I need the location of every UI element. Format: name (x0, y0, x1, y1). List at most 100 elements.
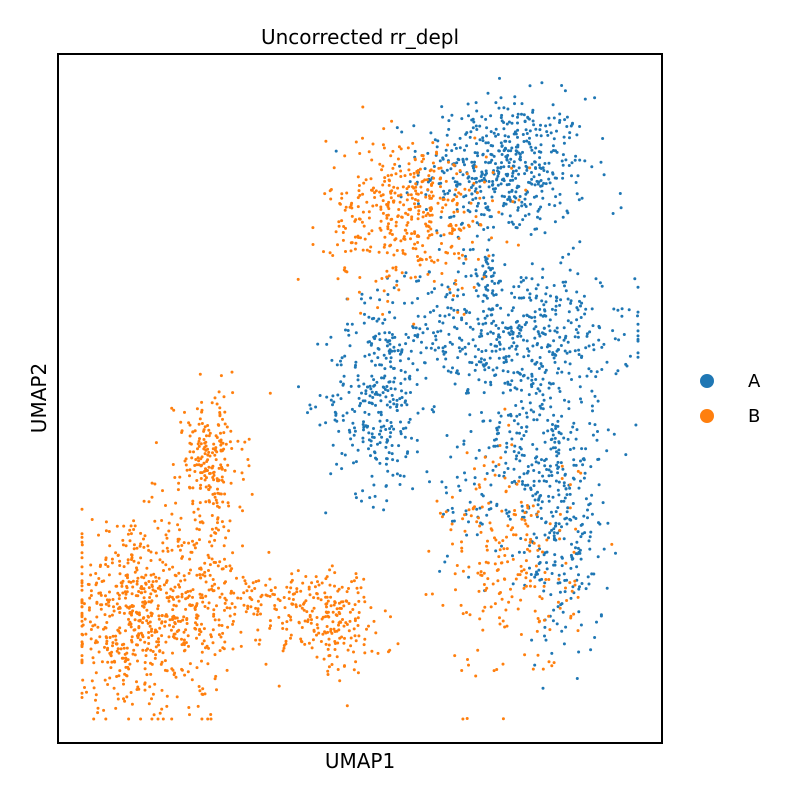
point-b (143, 688, 147, 692)
point-b (389, 154, 393, 158)
point-a (520, 437, 524, 441)
point-a (404, 455, 408, 459)
point-a (488, 356, 492, 360)
point-b (550, 664, 554, 668)
point-a (532, 479, 536, 483)
point-a (516, 206, 520, 210)
point-a (447, 127, 451, 131)
point-a (580, 532, 584, 536)
point-a (481, 264, 485, 268)
point-a (529, 486, 533, 490)
point-a (526, 465, 530, 468)
point-a (507, 510, 511, 514)
point-a (464, 352, 468, 356)
point-b (231, 622, 235, 626)
point-b (89, 563, 93, 567)
point-a (385, 385, 389, 388)
point-a (517, 166, 521, 170)
point-b (143, 602, 147, 606)
point-a (560, 159, 564, 163)
point-a (552, 137, 556, 141)
point-a (462, 439, 466, 443)
point-b (185, 622, 189, 625)
point-b (156, 604, 160, 608)
point-a (519, 328, 523, 332)
point-a (481, 139, 485, 143)
point-b (524, 576, 528, 580)
point-a (475, 507, 479, 511)
point-a (592, 348, 596, 352)
point-b (126, 561, 130, 565)
scatter-points (80, 76, 640, 721)
point-a (544, 638, 548, 642)
point-b (424, 222, 428, 226)
point-b (174, 604, 178, 608)
point-a (443, 560, 447, 564)
point-a (421, 407, 425, 411)
point-b (525, 533, 529, 537)
point-a (476, 317, 480, 321)
point-b (102, 708, 106, 712)
point-b (297, 620, 301, 624)
point-a (361, 440, 365, 444)
point-a (479, 332, 483, 336)
point-a (517, 285, 521, 288)
point-b (205, 434, 208, 438)
point-a (367, 447, 370, 451)
point-b (438, 511, 442, 515)
point-a (476, 294, 480, 298)
point-b (150, 697, 153, 701)
point-a (446, 306, 450, 310)
point-a (356, 378, 360, 382)
point-a (504, 155, 508, 159)
point-b (213, 538, 217, 542)
point-a (438, 314, 442, 318)
point-a (554, 479, 558, 483)
point-b (484, 588, 487, 592)
point-a (452, 316, 455, 320)
point-a (495, 338, 499, 341)
point-b (228, 519, 232, 523)
point-a (552, 534, 556, 538)
point-b (137, 619, 141, 623)
point-a (566, 297, 570, 301)
point-b (310, 581, 314, 585)
point-a (593, 636, 597, 639)
point-a (416, 314, 420, 318)
point-b (475, 191, 479, 195)
point-b (184, 463, 188, 467)
point-b (383, 179, 387, 183)
point-b (383, 609, 387, 613)
point-a (560, 84, 564, 87)
point-a (570, 542, 573, 546)
point-a (620, 307, 624, 311)
point-a (464, 509, 468, 513)
point-a (542, 479, 546, 483)
point-a (554, 510, 558, 514)
point-b (149, 573, 153, 577)
point-b (80, 632, 84, 636)
point-a (462, 442, 466, 446)
point-a (495, 502, 499, 506)
point-a (590, 165, 594, 169)
point-a (396, 459, 399, 463)
point-b (394, 268, 398, 272)
point-b (216, 564, 220, 568)
point-b (357, 184, 361, 187)
point-a (492, 444, 496, 448)
point-a (543, 625, 547, 629)
point-a (597, 325, 601, 329)
point-b (111, 634, 115, 638)
point-b (239, 596, 243, 600)
point-b (223, 601, 227, 605)
point-a (485, 126, 489, 130)
point-b (198, 437, 201, 441)
point-b (396, 642, 400, 646)
point-a (538, 307, 542, 311)
point-a (453, 143, 457, 147)
point-a (486, 208, 490, 211)
point-a (341, 418, 345, 422)
point-b (414, 182, 418, 186)
point-a (458, 182, 462, 186)
point-b (106, 565, 110, 568)
